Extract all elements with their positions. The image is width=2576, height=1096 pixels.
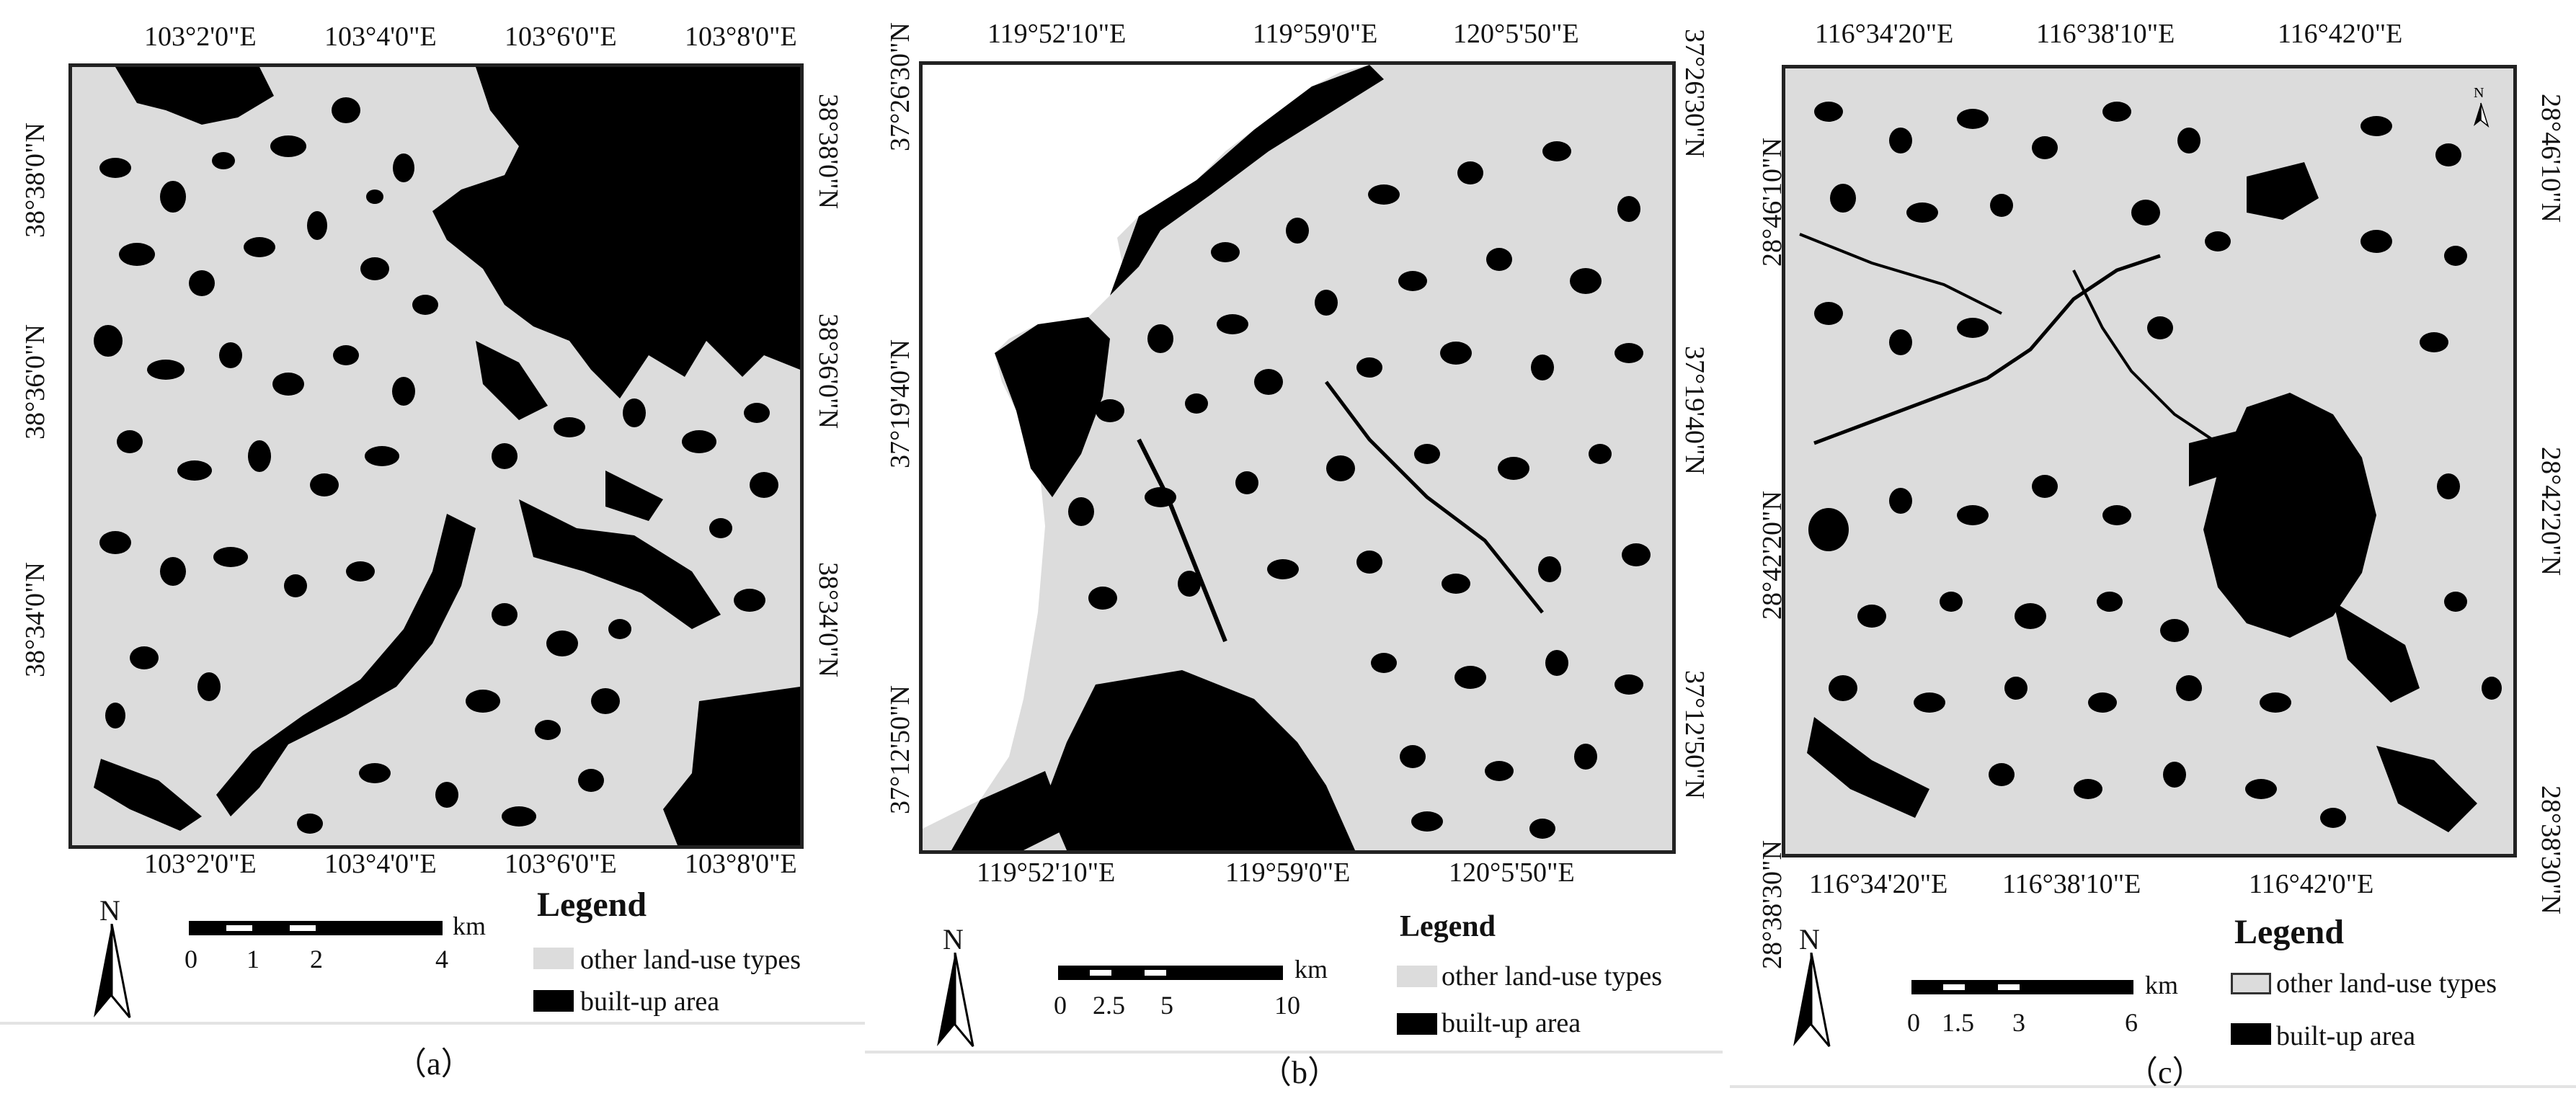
built-up-pattern-a xyxy=(94,67,800,845)
lat-tick-right: 37°19'40"N xyxy=(1679,346,1710,475)
lat-tick-left: 37°26'30"N xyxy=(885,22,915,151)
legend-swatch-other xyxy=(533,948,574,969)
lat-tick-right: 28°38'30"N xyxy=(2536,785,2566,914)
divider xyxy=(0,1022,865,1025)
legend-swatch-built xyxy=(1397,1013,1437,1035)
map-panel-b: 119°52'10"E 119°59'0"E 120°5'50"E 37°26'… xyxy=(865,0,1723,1096)
legend-swatch-other xyxy=(2231,973,2271,994)
lon-tick-top: 119°59'0"E xyxy=(1253,19,1378,49)
lon-tick-bottom: 119°52'10"E xyxy=(977,857,1116,888)
lon-tick-bottom: 103°2'0"E xyxy=(144,849,257,879)
scale-unit: km xyxy=(1294,955,1328,984)
north-letter: N xyxy=(1799,923,1820,955)
built-up-pattern-c: N xyxy=(1799,85,2502,832)
lon-tick-top: 103°2'0"E xyxy=(144,22,257,52)
legend-swatch-built xyxy=(533,990,574,1012)
lat-tick-right: 38°34'0"N xyxy=(813,562,843,677)
lat-tick-left: 38°36'0"N xyxy=(20,324,50,440)
scale-label: 4 xyxy=(435,945,448,974)
lat-tick-right: 37°12'50"N xyxy=(1679,670,1710,799)
scale-label: 2 xyxy=(310,945,323,974)
lon-tick-bottom: 119°59'0"E xyxy=(1225,857,1351,888)
north-letter: N xyxy=(99,894,120,927)
lon-tick-top: 103°8'0"E xyxy=(685,22,797,52)
scale-label: 3 xyxy=(2012,1008,2025,1037)
lat-tick-right: 28°46'10"N xyxy=(2536,94,2566,223)
lat-tick-left: 37°12'50"N xyxy=(885,685,915,814)
scale-unit: km xyxy=(2145,971,2179,999)
legend-label-other: other land-use types xyxy=(580,945,801,975)
lon-tick-bottom: 116°42'0"E xyxy=(2249,869,2374,899)
legend-swatch-other xyxy=(1397,966,1437,987)
scale-label: 1 xyxy=(247,945,259,974)
lon-tick-top: 116°38'10"E xyxy=(2036,19,2175,49)
lat-tick-left: 38°38'0"N xyxy=(20,122,50,238)
lon-tick-bottom: 116°34'20"E xyxy=(1809,869,1948,899)
caption-a: （a） xyxy=(395,1046,473,1082)
map-panel-c: 116°34'20"E 116°38'10"E 116°42'0"E 28°46… xyxy=(1730,0,2576,1096)
scale-label: 0 xyxy=(1054,991,1067,1020)
scale-label: 6 xyxy=(2125,1008,2138,1037)
lat-tick-left: 38°34'0"N xyxy=(20,562,50,677)
scale-label: 1.5 xyxy=(1942,1008,1974,1037)
lat-tick-right: 38°36'0"N xyxy=(813,313,843,429)
scale-label: 0 xyxy=(1907,1008,1920,1037)
legend-title: Legend xyxy=(2234,913,2345,951)
north-letter: N xyxy=(943,923,964,955)
built-up-pattern-b xyxy=(923,65,1672,850)
legend-label-other: other land-use types xyxy=(2276,968,2497,999)
legend-swatch-built xyxy=(2231,1023,2271,1045)
north-arrow-icon xyxy=(937,953,974,1047)
lon-tick-top: 103°4'0"E xyxy=(324,22,437,52)
divider xyxy=(1730,1085,2576,1088)
lon-tick-bottom: 103°4'0"E xyxy=(324,849,437,879)
lon-tick-top: 116°34'20"E xyxy=(1815,19,1954,49)
legend-title: Legend xyxy=(1400,910,1496,943)
scale-label: 2.5 xyxy=(1093,991,1125,1020)
legend-label-built: built-up area xyxy=(2276,1021,2416,1051)
lat-tick-right: 37°26'30"N xyxy=(1679,29,1710,158)
svg-text:N: N xyxy=(2474,85,2484,101)
scale-unit: km xyxy=(453,912,487,940)
map-panel-a: 103°2'0"E 103°4'0"E 103°6'0"E 103°8'0"E … xyxy=(0,0,865,1096)
scale-bar-graphic xyxy=(189,921,443,935)
land-use-map-b xyxy=(919,61,1676,854)
lat-tick-right: 28°42'20"N xyxy=(2536,447,2566,576)
scale-label: 0 xyxy=(185,945,197,974)
land-use-map-c: N xyxy=(1782,65,2517,857)
legend-title: Legend xyxy=(537,886,647,924)
legend-label-other: other land-use types xyxy=(1442,961,1663,992)
lon-tick-bottom: 120°5'50"E xyxy=(1449,857,1575,888)
legend-label-built: built-up area xyxy=(580,986,720,1017)
scale-bar-graphic xyxy=(1911,980,2133,994)
lon-tick-bottom: 116°38'10"E xyxy=(2002,869,2141,899)
legend-label-built: built-up area xyxy=(1442,1008,1581,1038)
scale-label: 5 xyxy=(1160,991,1173,1020)
land-use-map-a xyxy=(68,63,804,849)
lon-tick-bottom: 103°6'0"E xyxy=(505,849,617,879)
lat-tick-left: 28°38'30"N xyxy=(1757,840,1787,969)
scale-bar-graphic xyxy=(1058,966,1283,980)
lat-tick-right: 38°38'0"N xyxy=(813,94,843,209)
lon-tick-top: 120°5'50"E xyxy=(1453,19,1579,49)
scale-label: 10 xyxy=(1274,991,1300,1020)
north-arrow-icon xyxy=(1793,953,1831,1047)
lon-tick-bottom: 103°8'0"E xyxy=(685,849,797,879)
lat-tick-left: 37°19'40"N xyxy=(885,339,915,468)
caption-c: （c） xyxy=(2126,1055,2204,1090)
lon-tick-top: 116°42'0"E xyxy=(2278,19,2403,49)
caption-b: （b） xyxy=(1260,1055,1339,1090)
north-arrow-icon xyxy=(94,924,131,1018)
divider xyxy=(865,1051,1723,1053)
lon-tick-top: 119°52'10"E xyxy=(987,19,1127,49)
lon-tick-top: 103°6'0"E xyxy=(505,22,617,52)
